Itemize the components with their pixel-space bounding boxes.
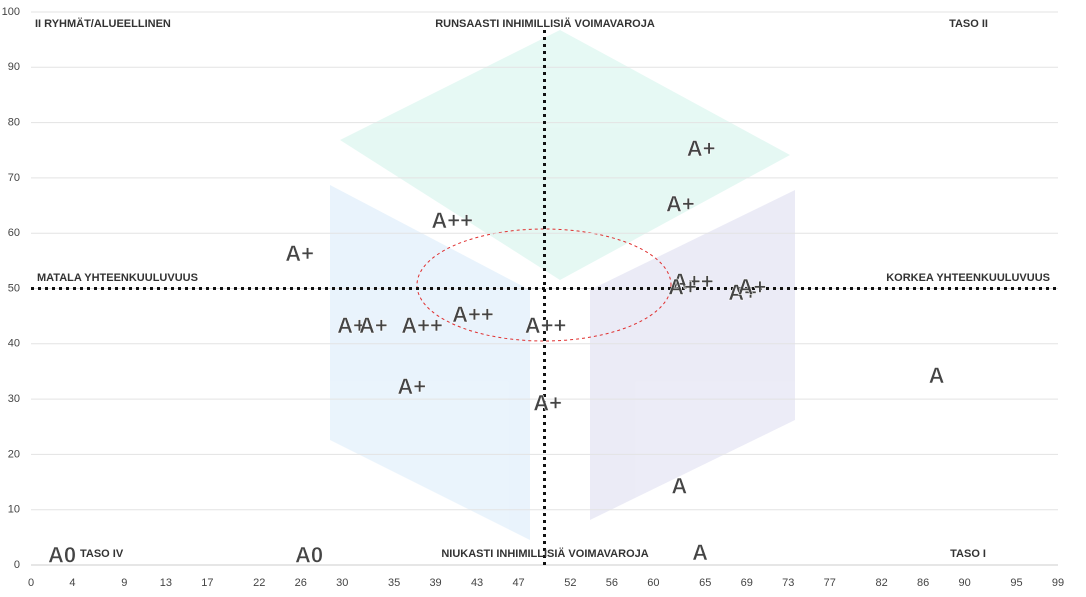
y-tick-label: 10 [8, 504, 20, 516]
quadrant-label: KORKEA YHTEENKUULUVUUS [886, 272, 1050, 284]
quadrant-label: TASO II [949, 18, 988, 30]
x-tick-label: 82 [876, 577, 888, 589]
rating-marker: A+ [668, 274, 697, 299]
watermark [330, 30, 795, 540]
y-tick-label: 0 [14, 559, 20, 571]
rating-marker: A0 [295, 543, 323, 568]
x-tick-label: 43 [471, 577, 483, 589]
x-tick-label: 77 [824, 577, 836, 589]
x-tick-label: 65 [699, 577, 711, 589]
rating-marker: A+ [533, 390, 562, 415]
quadrant-label: II RYHMÄT/ALUEELLINEN [35, 17, 171, 30]
y-tick-label: 20 [8, 448, 20, 460]
quadrant-label: TASO I [950, 548, 986, 560]
y-tick-label: 70 [8, 172, 20, 184]
x-tick-label: 39 [429, 577, 441, 589]
y-tick-label: 80 [8, 117, 20, 129]
rating-marker: A+ [285, 241, 314, 266]
rating-marker: A++ [431, 208, 473, 233]
rating-marker: A++ [525, 313, 567, 338]
rating-marker: A+ [337, 313, 366, 338]
x-tick-label: 13 [160, 577, 172, 589]
rating-marker: A+ [666, 191, 695, 216]
rating-marker: A [671, 473, 687, 498]
rating-marker: A+ [359, 313, 388, 338]
x-tick-label: 9 [121, 577, 127, 589]
quadrant-label: RUNSAASTI INHIMILLISIÄ VOIMAVAROJA [435, 17, 655, 30]
x-tick-label: 0 [28, 577, 34, 589]
x-tick-label: 26 [295, 577, 307, 589]
rating-marker: A++ [672, 269, 714, 294]
rating-marker: A+ [397, 374, 426, 399]
y-tick-label: 50 [8, 282, 20, 294]
y-tick-label: 90 [8, 61, 20, 73]
x-tick-label: 30 [336, 577, 348, 589]
rating-marker: A+ [687, 136, 716, 161]
x-tick-label: 60 [647, 577, 659, 589]
x-tick-label: 17 [201, 577, 213, 589]
quadrant-label: TASO IV [80, 548, 124, 560]
x-tick-label: 56 [606, 577, 618, 589]
x-tick-label: 47 [512, 577, 524, 589]
x-tick-label: 95 [1010, 577, 1022, 589]
rating-marker: A+ [728, 280, 757, 305]
y-tick-label: 40 [8, 338, 20, 350]
highlight-ellipse [416, 228, 672, 342]
y-tick-label: 30 [8, 393, 20, 405]
x-tick-label: 90 [959, 577, 971, 589]
x-tick-label: 99 [1052, 577, 1064, 589]
x-tick-label: 52 [564, 577, 576, 589]
y-tick-label: 100 [2, 6, 20, 18]
rating-marker: A [692, 540, 708, 565]
x-tick-label: 35 [388, 577, 400, 589]
x-tick-label: 22 [253, 577, 265, 589]
rating-marker: A [929, 363, 945, 388]
quadrant-label: NIUKASTI INHIMILLISIÄ VOIMAVAROJA [441, 547, 648, 560]
rating-marker: A0 [48, 543, 76, 568]
x-tick-label: 73 [782, 577, 794, 589]
y-tick-label: 60 [8, 227, 20, 239]
rating-marker: A+ [738, 274, 767, 299]
rating-marker: A++ [452, 302, 494, 327]
x-tick-label: 86 [917, 577, 929, 589]
x-tick-label: 4 [69, 577, 75, 589]
x-tick-label: 69 [741, 577, 753, 589]
quadrant-label: MATALA YHTEENKUULUVUUS [37, 272, 198, 284]
rating-marker: A++ [401, 313, 443, 338]
